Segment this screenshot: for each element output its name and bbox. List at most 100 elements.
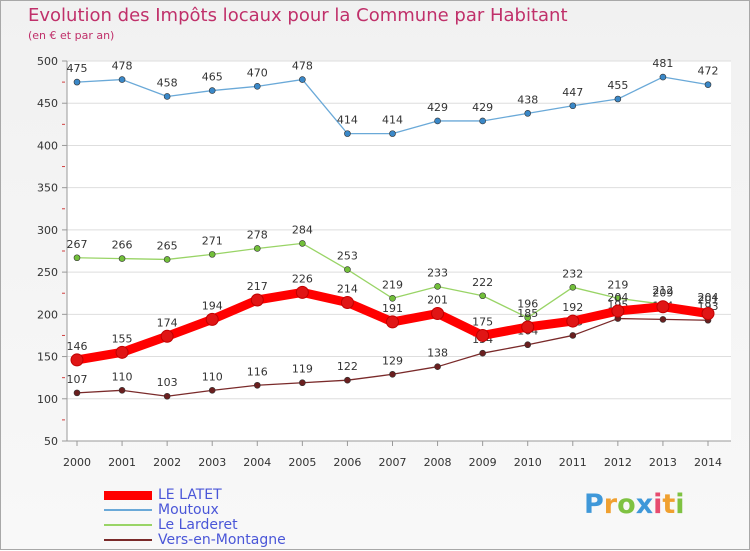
data-point bbox=[434, 363, 441, 370]
y-tick-label: 150 bbox=[37, 351, 58, 364]
data-point bbox=[208, 387, 216, 394]
data-label: 185 bbox=[517, 307, 538, 320]
legend-label: Vers-en-Montagne bbox=[158, 532, 286, 548]
x-tick-label: 2000 bbox=[63, 456, 91, 469]
x-tick-label: 2009 bbox=[469, 456, 497, 469]
data-label: 455 bbox=[607, 79, 628, 92]
data-point bbox=[118, 255, 126, 262]
data-point bbox=[524, 110, 532, 117]
data-label: 271 bbox=[202, 234, 223, 247]
x-tick-label: 2004 bbox=[243, 456, 271, 469]
logo-letter: P bbox=[584, 489, 604, 520]
data-point bbox=[208, 251, 216, 258]
data-label: 429 bbox=[427, 101, 448, 114]
x-tick-label: 2002 bbox=[153, 456, 181, 469]
y-tick-label: 50 bbox=[44, 435, 58, 448]
logo-letter: o bbox=[617, 489, 636, 520]
x-tick-label: 2011 bbox=[559, 456, 587, 469]
y-tick-label: 450 bbox=[37, 97, 58, 110]
x-tick-label: 2013 bbox=[649, 456, 677, 469]
logo-letter: i bbox=[653, 489, 663, 520]
logo-letter: r bbox=[603, 489, 618, 520]
y-tick-label: 400 bbox=[37, 139, 58, 152]
data-point bbox=[163, 392, 171, 400]
data-point bbox=[566, 314, 580, 328]
data-point bbox=[118, 387, 126, 394]
data-label: 155 bbox=[112, 332, 133, 345]
data-label: 219 bbox=[607, 278, 628, 291]
data-point bbox=[344, 130, 351, 137]
data-point bbox=[656, 300, 670, 314]
data-label: 192 bbox=[562, 301, 583, 314]
data-label: 438 bbox=[517, 93, 538, 106]
data-label: 278 bbox=[247, 228, 268, 241]
x-tick-label: 2008 bbox=[424, 456, 452, 469]
data-point bbox=[569, 332, 577, 339]
data-point bbox=[70, 353, 84, 367]
logo-letter: t bbox=[662, 489, 676, 520]
data-label: 481 bbox=[652, 57, 673, 70]
data-label: 429 bbox=[472, 101, 493, 114]
x-tick-label: 2006 bbox=[333, 456, 361, 469]
data-label: 212 bbox=[652, 284, 673, 297]
legend-swatch bbox=[104, 539, 152, 541]
data-label: 209 bbox=[652, 287, 673, 300]
data-point bbox=[704, 81, 712, 88]
data-label: 470 bbox=[247, 66, 268, 79]
legend-label: Le Larderet bbox=[158, 517, 238, 533]
data-label: 214 bbox=[337, 283, 358, 296]
x-tick-label: 2012 bbox=[604, 456, 632, 469]
data-point bbox=[250, 293, 264, 307]
proxiti-logo: Proxiti bbox=[584, 489, 685, 520]
data-label: 478 bbox=[112, 60, 133, 73]
data-label: 226 bbox=[292, 272, 313, 285]
y-tick-label: 500 bbox=[37, 55, 58, 68]
x-tick-label: 2001 bbox=[108, 456, 136, 469]
chart-title: Evolution des Impôts locaux pour la Comm… bbox=[28, 5, 568, 26]
data-label: 267 bbox=[67, 238, 88, 251]
x-tick-label: 2014 bbox=[694, 456, 722, 469]
data-label: 119 bbox=[292, 363, 313, 376]
data-label: 414 bbox=[337, 114, 358, 127]
data-label: 110 bbox=[112, 370, 133, 383]
data-point bbox=[160, 329, 174, 343]
y-tick-label: 350 bbox=[37, 182, 58, 195]
data-point bbox=[569, 102, 577, 110]
data-label: 116 bbox=[247, 365, 268, 378]
data-point bbox=[479, 117, 486, 125]
data-point bbox=[659, 73, 667, 81]
data-label: 146 bbox=[67, 340, 88, 353]
data-point bbox=[521, 320, 535, 334]
data-label: 414 bbox=[382, 114, 403, 127]
data-label: 175 bbox=[472, 315, 493, 328]
legend-label: Moutoux bbox=[158, 502, 219, 518]
data-label: 475 bbox=[67, 62, 88, 75]
data-point bbox=[479, 349, 486, 357]
legend-item: Le Larderet bbox=[104, 517, 238, 533]
data-label: 174 bbox=[157, 316, 178, 329]
data-label: 217 bbox=[247, 280, 268, 293]
legend-label: LE LATET bbox=[158, 487, 222, 503]
legend-swatch bbox=[104, 524, 152, 526]
data-point bbox=[611, 304, 625, 318]
legend-item: LE LATET bbox=[104, 487, 222, 503]
y-tick-label: 300 bbox=[37, 224, 58, 237]
legend-item: Vers-en-Montagne bbox=[104, 532, 286, 548]
data-point bbox=[434, 283, 441, 290]
data-point bbox=[344, 376, 351, 384]
data-point bbox=[299, 240, 306, 247]
data-label: 122 bbox=[337, 360, 358, 373]
data-label: 284 bbox=[292, 223, 313, 236]
data-label: 129 bbox=[382, 354, 403, 367]
data-label: 233 bbox=[427, 266, 448, 279]
data-point bbox=[118, 76, 126, 83]
data-point bbox=[479, 292, 486, 300]
data-label: 107 bbox=[67, 373, 88, 386]
data-point bbox=[434, 117, 441, 125]
data-point bbox=[340, 296, 354, 310]
data-point bbox=[299, 379, 306, 387]
data-label: 191 bbox=[382, 302, 403, 315]
data-label: 138 bbox=[427, 347, 448, 360]
data-point bbox=[253, 83, 261, 90]
